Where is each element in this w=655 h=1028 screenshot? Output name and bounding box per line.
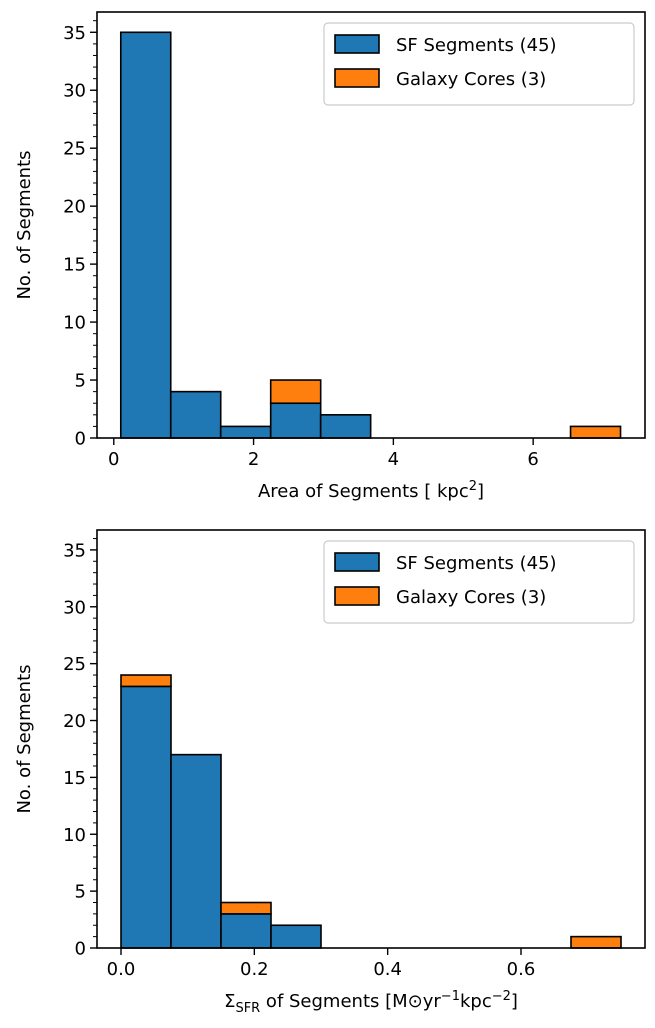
legend-frame bbox=[323, 540, 635, 624]
galaxy-cores-bar-9 bbox=[569, 425, 622, 439]
legend: SF Segments (45) Galaxy Cores (3) bbox=[323, 540, 635, 624]
y-tick-label: 20 bbox=[63, 711, 86, 732]
galaxy-cores-bar-9 bbox=[570, 935, 622, 949]
legend-swatch-cores bbox=[334, 68, 380, 88]
legend: SF Segments (45) Galaxy Cores (3) bbox=[323, 22, 635, 106]
x-tick-label: 0.6 bbox=[507, 959, 536, 980]
legend-swatch-cores bbox=[334, 586, 380, 606]
area-histogram-chart: 0 5 10 15 20 25 30 35 0 2 4 6 Area of Segments [ kpc… bbox=[14, 11, 646, 502]
x-tick-label: 0.4 bbox=[373, 959, 402, 980]
sf-segments-bar-3 bbox=[270, 924, 322, 949]
x-tick-label: 0.2 bbox=[240, 959, 269, 980]
legend-label-cores: Galaxy Cores (3) bbox=[396, 587, 546, 608]
x-tick-label: 0.0 bbox=[107, 959, 136, 980]
y-tick-label: 15 bbox=[63, 255, 86, 276]
y-tick-label: 15 bbox=[63, 768, 86, 789]
sf-segments-bar-2 bbox=[220, 913, 272, 949]
sf-segments-bar-0 bbox=[119, 31, 172, 439]
y-tick-label: 25 bbox=[63, 654, 86, 675]
legend-swatch-sf bbox=[334, 552, 380, 572]
y-tick-label: 25 bbox=[63, 139, 86, 160]
legend-label-cores: Galaxy Cores (3) bbox=[396, 69, 546, 90]
y-tick-label: 10 bbox=[63, 313, 86, 334]
sfr-histogram-chart: 0 5 10 15 20 25 30 35 0.0 0.2 0.4 0.6 ΣSFR of Segmen… bbox=[14, 529, 646, 1016]
sf-segments-bar-1 bbox=[169, 390, 222, 439]
y-axis-label: No. of Segments bbox=[14, 664, 35, 813]
y-tick-label: 5 bbox=[75, 882, 86, 903]
galaxy-cores-bar-3 bbox=[269, 379, 322, 405]
sf-segments-bar-4 bbox=[319, 414, 372, 439]
y-tick-label: 30 bbox=[63, 81, 86, 102]
y-tick-label: 10 bbox=[63, 825, 86, 846]
y-tick-label: 0 bbox=[75, 429, 86, 450]
y-tick-label: 35 bbox=[63, 23, 86, 44]
axes-frame bbox=[96, 11, 646, 439]
x-tick-label: 0 bbox=[108, 449, 119, 470]
y-tick-label: 0 bbox=[75, 939, 86, 960]
sf-segments-bar-3 bbox=[269, 402, 322, 439]
x-axis-label: Area of Segments [ kpc2] bbox=[258, 479, 484, 502]
y-axis-label: No. of Segments bbox=[14, 150, 35, 299]
galaxy-cores-bar-0 bbox=[120, 674, 172, 688]
axes-frame bbox=[96, 529, 646, 949]
sf-segments-bar-2 bbox=[219, 425, 272, 439]
x-tick-label: 6 bbox=[527, 449, 538, 470]
x-tick-label: 4 bbox=[388, 449, 399, 470]
y-tick-label: 20 bbox=[63, 197, 86, 218]
y-tick-label: 5 bbox=[75, 371, 86, 392]
y-tick-label: 35 bbox=[63, 540, 86, 561]
legend-label-sf: SF Segments (45) bbox=[396, 35, 557, 56]
legend-swatch-sf bbox=[334, 34, 380, 54]
y-tick-label: 30 bbox=[63, 597, 86, 618]
x-tick-label: 2 bbox=[248, 449, 259, 470]
x-axis-label: ΣSFR of Segments [M⊙yr−1kpc−2] bbox=[224, 989, 518, 1016]
legend-label-sf: SF Segments (45) bbox=[396, 553, 557, 574]
sf-segments-bar-0 bbox=[120, 685, 172, 949]
sf-segments-bar-1 bbox=[170, 753, 222, 949]
legend-frame bbox=[323, 22, 635, 106]
galaxy-cores-bar-2 bbox=[220, 901, 272, 915]
